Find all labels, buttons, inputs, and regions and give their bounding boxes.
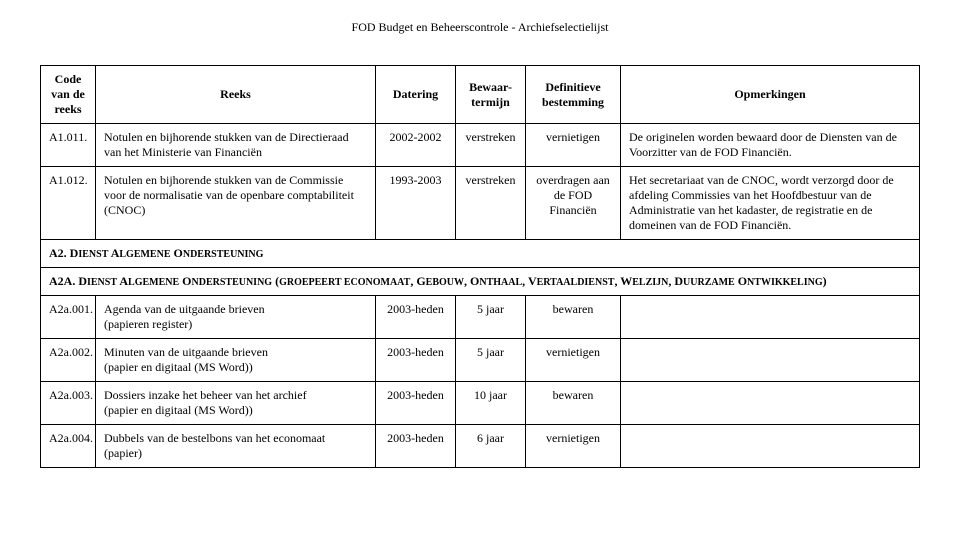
section-a2a-cell: A2A. DIENST ALGEMENE ONDERSTEUNING (GROE… <box>41 268 920 296</box>
table-row: A2a.004. Dubbels van de bestelbons van h… <box>41 425 920 468</box>
cell-bestemming: bewaren <box>526 296 621 339</box>
th-code: Code van de reeks <box>41 66 96 124</box>
th-bestemming: Definitieve bestemming <box>526 66 621 124</box>
cell-bestemming: bewaren <box>526 382 621 425</box>
cell-code: A2a.003. <box>41 382 96 425</box>
cell-code: A2a.001. <box>41 296 96 339</box>
cell-datering: 1993-2003 <box>376 167 456 240</box>
section-a2-text: A2. DIENST ALGEMENE ONDERSTEUNING <box>49 246 263 260</box>
cell-bestemming: vernietigen <box>526 339 621 382</box>
cell-datering: 2003-heden <box>376 296 456 339</box>
cell-bewaar: verstreken <box>456 167 526 240</box>
cell-bestemming: vernietigen <box>526 425 621 468</box>
cell-reeks: Agenda van de uitgaande brieven (papiere… <box>96 296 376 339</box>
cell-bewaar: 5 jaar <box>456 339 526 382</box>
cell-datering: 2003-heden <box>376 382 456 425</box>
page-header: FOD Budget en Beheerscontrole - Archiefs… <box>40 20 920 35</box>
table-row: A1.011. Notulen en bijhorende stukken va… <box>41 124 920 167</box>
cell-bestemming: overdragen aan de FOD Financiën <box>526 167 621 240</box>
table-row: A2a.001. Agenda van de uitgaande brieven… <box>41 296 920 339</box>
section-a2a-text: A2A. DIENST ALGEMENE ONDERSTEUNING (GROE… <box>49 274 827 288</box>
th-reeks: Reeks <box>96 66 376 124</box>
cell-opmerk: De originelen worden bewaard door de Die… <box>621 124 920 167</box>
table-header-row: Code van de reeks Reeks Datering Bewaar-… <box>41 66 920 124</box>
cell-opmerk <box>621 296 920 339</box>
cell-reeks: Notulen en bijhorende stukken van de Dir… <box>96 124 376 167</box>
archive-table: Code van de reeks Reeks Datering Bewaar-… <box>40 65 920 468</box>
cell-opmerk: Het secretariaat van de CNOC, wordt verz… <box>621 167 920 240</box>
cell-datering: 2003-heden <box>376 425 456 468</box>
cell-opmerk <box>621 339 920 382</box>
cell-bewaar: verstreken <box>456 124 526 167</box>
th-bewaar: Bewaar-termijn <box>456 66 526 124</box>
cell-datering: 2003-heden <box>376 339 456 382</box>
cell-code: A1.011. <box>41 124 96 167</box>
cell-code: A1.012. <box>41 167 96 240</box>
cell-opmerk <box>621 425 920 468</box>
cell-code: A2a.004. <box>41 425 96 468</box>
cell-datering: 2002-2002 <box>376 124 456 167</box>
table-row: A2a.003. Dossiers inzake het beheer van … <box>41 382 920 425</box>
cell-code: A2a.002. <box>41 339 96 382</box>
table-row: A1.012. Notulen en bijhorende stukken va… <box>41 167 920 240</box>
section-a2-cell: A2. DIENST ALGEMENE ONDERSTEUNING <box>41 240 920 268</box>
cell-reeks: Dubbels van de bestelbons van het econom… <box>96 425 376 468</box>
th-datering: Datering <box>376 66 456 124</box>
section-a2-row: A2. DIENST ALGEMENE ONDERSTEUNING <box>41 240 920 268</box>
th-opmerk: Opmerkingen <box>621 66 920 124</box>
cell-reeks: Notulen en bijhorende stukken van de Com… <box>96 167 376 240</box>
cell-reeks: Minuten van de uitgaande brieven (papier… <box>96 339 376 382</box>
table-row: A2a.002. Minuten van de uitgaande brieve… <box>41 339 920 382</box>
cell-bestemming: vernietigen <box>526 124 621 167</box>
cell-bewaar: 6 jaar <box>456 425 526 468</box>
cell-bewaar: 10 jaar <box>456 382 526 425</box>
section-a2a-row: A2A. DIENST ALGEMENE ONDERSTEUNING (GROE… <box>41 268 920 296</box>
cell-reeks: Dossiers inzake het beheer van het archi… <box>96 382 376 425</box>
cell-opmerk <box>621 382 920 425</box>
cell-bewaar: 5 jaar <box>456 296 526 339</box>
